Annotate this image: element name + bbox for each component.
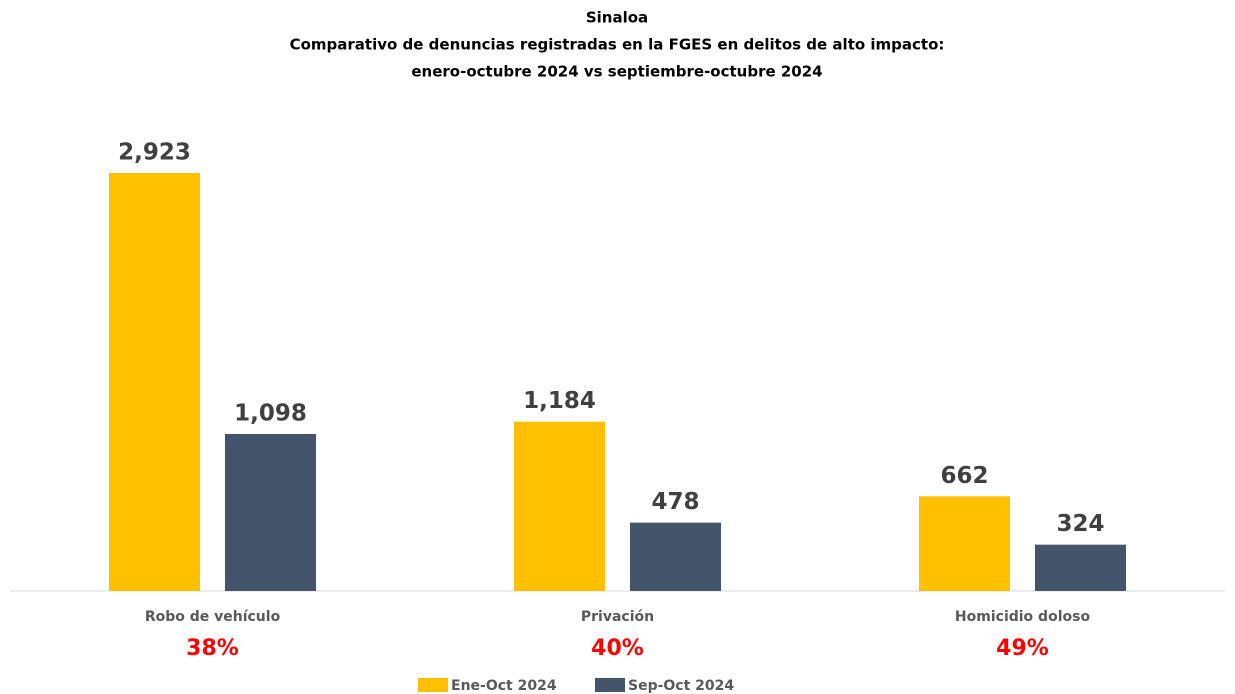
legend-label: Sep-Oct 2024 xyxy=(628,678,734,694)
legend-swatch xyxy=(595,678,625,692)
x-tick-label: Privación xyxy=(581,609,654,625)
bar xyxy=(919,496,1010,591)
annotation: 40% xyxy=(591,636,644,661)
bar xyxy=(1035,544,1126,591)
chart-subtitle: enero-octubre 2024 vs septiembre-octubre… xyxy=(411,63,822,81)
bar xyxy=(109,173,200,591)
value-label: 2,923 xyxy=(118,140,191,166)
bar xyxy=(514,421,605,591)
chart-subtitle: Comparativo de denuncias registradas en … xyxy=(290,36,945,54)
value-label: 1,184 xyxy=(523,388,596,414)
x-tick-label: Robo de vehículo xyxy=(145,609,281,625)
value-label: 662 xyxy=(940,463,988,489)
x-tick-label: Homicidio doloso xyxy=(955,609,1091,625)
legend-label: Ene-Oct 2024 xyxy=(451,678,557,694)
bar xyxy=(630,522,721,591)
bar xyxy=(225,433,316,591)
legend-swatch xyxy=(418,678,448,692)
chart-title: Sinaloa xyxy=(586,9,648,27)
value-label: 324 xyxy=(1056,511,1104,537)
annotation: 49% xyxy=(996,636,1049,661)
annotation: 38% xyxy=(186,636,239,661)
value-label: 1,098 xyxy=(234,400,307,426)
value-label: 478 xyxy=(651,489,699,515)
